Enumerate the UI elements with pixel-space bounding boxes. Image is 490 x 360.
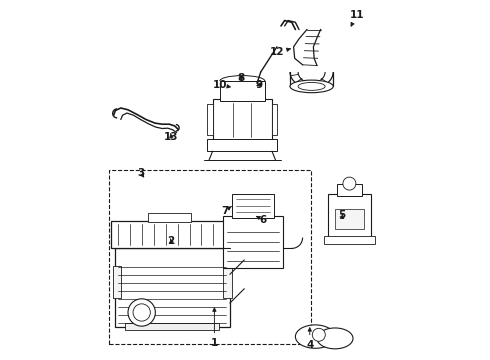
Ellipse shape xyxy=(290,80,333,93)
Polygon shape xyxy=(125,323,219,330)
Polygon shape xyxy=(232,194,274,218)
Text: 8: 8 xyxy=(238,73,245,83)
Text: 2: 2 xyxy=(168,236,175,246)
Polygon shape xyxy=(213,99,272,140)
Polygon shape xyxy=(328,194,371,238)
Polygon shape xyxy=(220,81,265,101)
Polygon shape xyxy=(111,221,233,248)
Text: 13: 13 xyxy=(164,132,178,142)
Text: 3: 3 xyxy=(137,168,144,178)
Ellipse shape xyxy=(317,328,353,349)
Bar xyxy=(109,170,311,344)
Polygon shape xyxy=(223,216,283,268)
Bar xyxy=(324,236,374,244)
Circle shape xyxy=(312,328,325,341)
Polygon shape xyxy=(272,104,277,135)
Text: 4: 4 xyxy=(306,328,314,350)
Text: 10: 10 xyxy=(213,80,230,90)
Circle shape xyxy=(133,304,150,321)
Polygon shape xyxy=(113,266,121,298)
Circle shape xyxy=(128,299,155,326)
Text: 9: 9 xyxy=(256,80,263,90)
Text: 7: 7 xyxy=(221,206,232,216)
Bar xyxy=(207,139,277,151)
Bar xyxy=(148,213,191,222)
Text: 6: 6 xyxy=(256,215,267,225)
Text: 11: 11 xyxy=(349,10,364,26)
Text: 1: 1 xyxy=(211,308,218,348)
Bar xyxy=(337,184,362,196)
Ellipse shape xyxy=(295,325,335,348)
Text: 5: 5 xyxy=(339,210,346,220)
Text: 12: 12 xyxy=(270,47,291,57)
Ellipse shape xyxy=(298,82,325,90)
Polygon shape xyxy=(115,248,230,327)
Polygon shape xyxy=(223,266,232,298)
Polygon shape xyxy=(335,209,364,229)
Circle shape xyxy=(343,177,356,190)
Polygon shape xyxy=(207,104,213,135)
